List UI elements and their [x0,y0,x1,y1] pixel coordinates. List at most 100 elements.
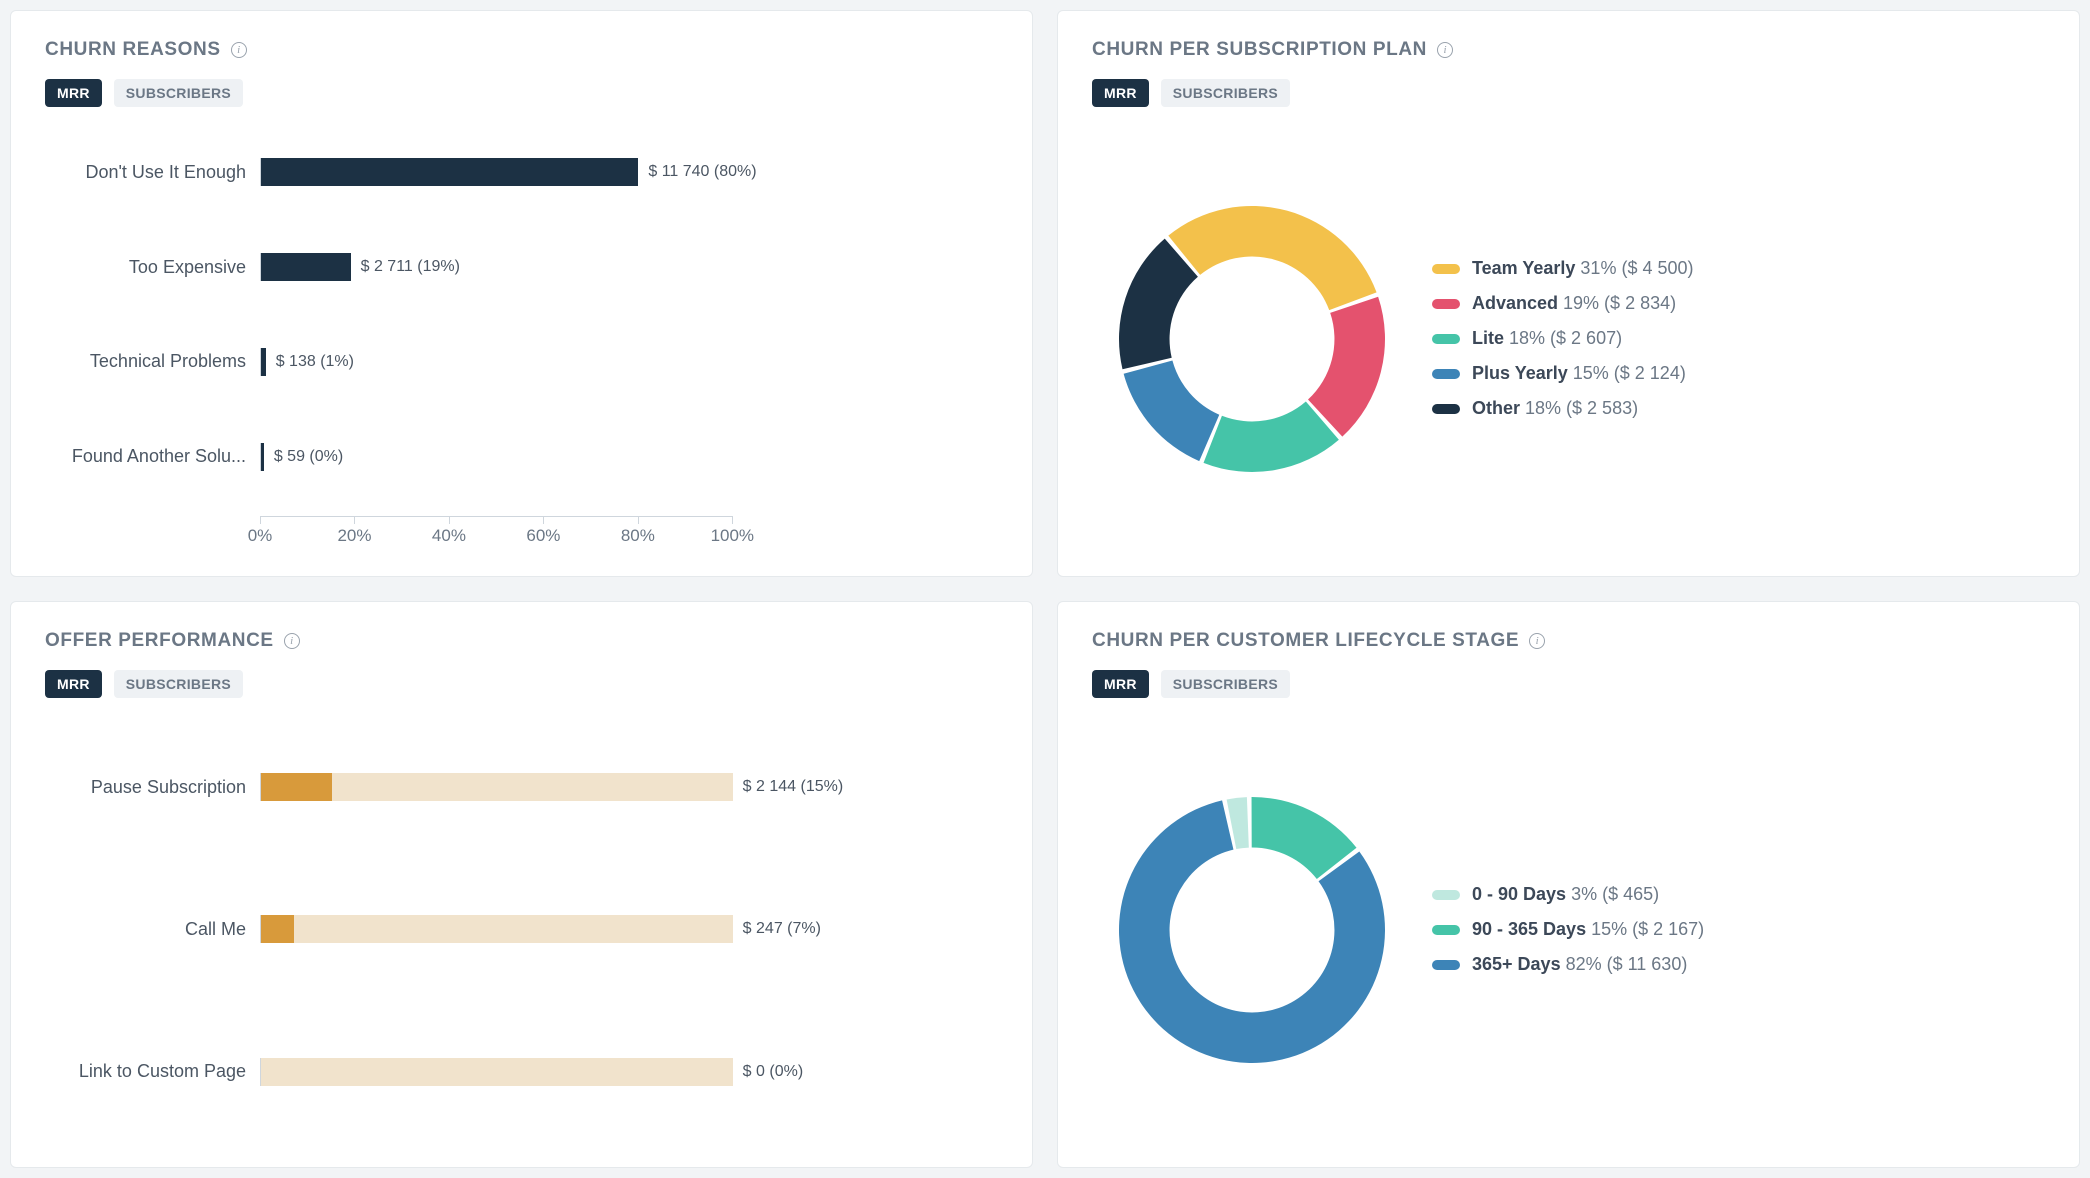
hbar-row: Too Expensive$ 2 711 (19%) [45,243,998,291]
donut-chart-churn-plan [1112,199,1392,479]
hbar-value: $ 59 (0%) [274,448,343,466]
hbar-fg [261,443,264,471]
info-icon[interactable]: i [1529,633,1545,649]
hbar-label: Call Me [45,919,260,940]
legend-text: Other 18% ($ 2 583) [1472,398,1638,419]
hbar-row: Don't Use It Enough $ 11 740 (80%) [45,148,998,196]
card-churn-lifecycle: CHURN PER CUSTOMER LIFECYCLE STAGE i MRR… [1057,601,2080,1168]
donut-slice [1124,360,1220,461]
hbar-row: Found Another Solu... $ 59 (0%) [45,433,998,481]
legend-text: Team Yearly 31% ($ 4 500) [1472,258,1694,279]
dashboard-grid: CHURN REASONS i MRR SUBSCRIBERS Don't Us… [10,10,2080,1168]
hbar-bg [261,1058,733,1086]
hbar-track: $ 138 (1%) [260,348,998,376]
tab-subscribers[interactable]: SUBSCRIBERS [114,670,243,698]
donut-slice [1308,296,1385,436]
legend-churn-plan: Team Yearly 31% ($ 4 500) Advanced 19% ($… [1432,258,1694,419]
hbar-value: $ 2 144 (15%) [743,778,844,796]
hbar-axis-tick: 80% [621,526,655,546]
hbar-fg [261,158,638,186]
card-title: CHURN PER CUSTOMER LIFECYCLE STAGE [1092,630,1519,652]
info-icon[interactable]: i [1437,42,1453,58]
metric-tabs: MRR SUBSCRIBERS [1092,670,2045,698]
hbar-chart-offer-perf: Pause Subscription $ 2 144 (15%) Call Me $ … [45,716,998,1143]
hbar-row: Pause Subscription $ 2 144 (15%) [45,763,998,811]
info-icon[interactable]: i [231,42,247,58]
card-churn-plan: CHURN PER SUBSCRIPTION PLAN i MRR SUBSCR… [1057,10,2080,577]
hbar-axis: 0%20%40%60%80%100% [260,516,998,552]
legend-swatch [1432,925,1460,935]
legend-item: Team Yearly 31% ($ 4 500) [1432,258,1694,279]
hbar-axis-tick: 20% [337,526,371,546]
legend-item: Lite 18% ($ 2 607) [1432,328,1694,349]
card-header: CHURN PER CUSTOMER LIFECYCLE STAGE i [1092,630,2045,652]
metric-tabs: MRR SUBSCRIBERS [45,79,998,107]
tab-subscribers[interactable]: SUBSCRIBERS [114,79,243,107]
tab-mrr[interactable]: MRR [45,670,102,698]
hbar-fg [261,773,332,801]
hbar-fg [261,253,351,281]
donut-wrap: 0 - 90 Days 3% ($ 465) 90 - 365 Days 15% … [1092,716,2045,1143]
legend-swatch [1432,404,1460,414]
tab-subscribers[interactable]: SUBSCRIBERS [1161,79,1290,107]
info-icon[interactable]: i [284,633,300,649]
hbar-value: $ 247 (7%) [743,920,821,938]
legend-text: 365+ Days 82% ($ 11 630) [1472,954,1687,975]
legend-swatch [1432,299,1460,309]
hbar-axis-tick: 40% [432,526,466,546]
tab-subscribers[interactable]: SUBSCRIBERS [1161,670,1290,698]
legend-item: Other 18% ($ 2 583) [1432,398,1694,419]
tab-mrr[interactable]: MRR [1092,670,1149,698]
hbar-axis-tick: 0% [248,526,273,546]
metric-tabs: MRR SUBSCRIBERS [1092,79,2045,107]
hbar-label: Don't Use It Enough [45,162,260,183]
hbar-value: $ 138 (1%) [276,353,354,371]
card-title: OFFER PERFORMANCE [45,630,274,652]
card-title: CHURN REASONS [45,39,221,61]
hbar-fg [261,348,266,376]
card-title: CHURN PER SUBSCRIPTION PLAN [1092,39,1427,61]
hbar-value: $ 2 711 (19%) [361,258,460,276]
legend-text: 90 - 365 Days 15% ($ 2 167) [1472,919,1704,940]
hbar-label: Link to Custom Page [45,1061,260,1082]
legend-churn-lifecycle: 0 - 90 Days 3% ($ 465) 90 - 365 Days 15% … [1432,884,1704,975]
metric-tabs: MRR SUBSCRIBERS [45,670,998,698]
donut-slice [1119,238,1198,369]
hbar-value: $ 0 (0%) [743,1063,803,1081]
legend-swatch [1432,960,1460,970]
legend-text: Lite 18% ($ 2 607) [1472,328,1622,349]
card-header: OFFER PERFORMANCE i [45,630,998,652]
legend-text: 0 - 90 Days 3% ($ 465) [1472,884,1659,905]
legend-item: 0 - 90 Days 3% ($ 465) [1432,884,1704,905]
card-header: CHURN PER SUBSCRIPTION PLAN i [1092,39,2045,61]
tab-mrr[interactable]: MRR [45,79,102,107]
legend-item: 365+ Days 82% ($ 11 630) [1432,954,1704,975]
donut-wrap: Team Yearly 31% ($ 4 500) Advanced 19% ($… [1092,125,2045,552]
hbar-track: $ 11 740 (80%) [260,158,998,186]
hbar-value: $ 11 740 (80%) [648,163,756,181]
hbar-row: Call Me $ 247 (7%) [45,905,998,953]
hbar-label: Found Another Solu... [45,446,260,467]
legend-item: Advanced 19% ($ 2 834) [1432,293,1694,314]
hbar-track: $ 59 (0%) [260,443,998,471]
hbar-label: Pause Subscription [45,777,260,798]
legend-swatch [1432,264,1460,274]
hbar-bg [261,773,733,801]
hbar-track: $ 2 711 (19%) [260,253,998,281]
card-offer-performance: OFFER PERFORMANCE i MRR SUBSCRIBERS Paus… [10,601,1033,1168]
legend-swatch [1432,334,1460,344]
donut-chart-churn-lifecycle [1112,790,1392,1070]
legend-swatch [1432,890,1460,900]
legend-text: Plus Yearly 15% ($ 2 124) [1472,363,1686,384]
hbar-axis-tick: 100% [711,526,754,546]
donut-slice [1204,401,1339,472]
card-header: CHURN REASONS i [45,39,998,61]
legend-text: Advanced 19% ($ 2 834) [1472,293,1676,314]
donut-slice [1168,205,1376,309]
legend-item: 90 - 365 Days 15% ($ 2 167) [1432,919,1704,940]
hbar-track: $ 247 (7%) [260,915,998,943]
hbar-chart-churn-reasons: Don't Use It Enough $ 11 740 (80%) Too Exp… [45,125,998,552]
hbar-axis-tick: 60% [526,526,560,546]
tab-mrr[interactable]: MRR [1092,79,1149,107]
hbar-bg [261,915,733,943]
